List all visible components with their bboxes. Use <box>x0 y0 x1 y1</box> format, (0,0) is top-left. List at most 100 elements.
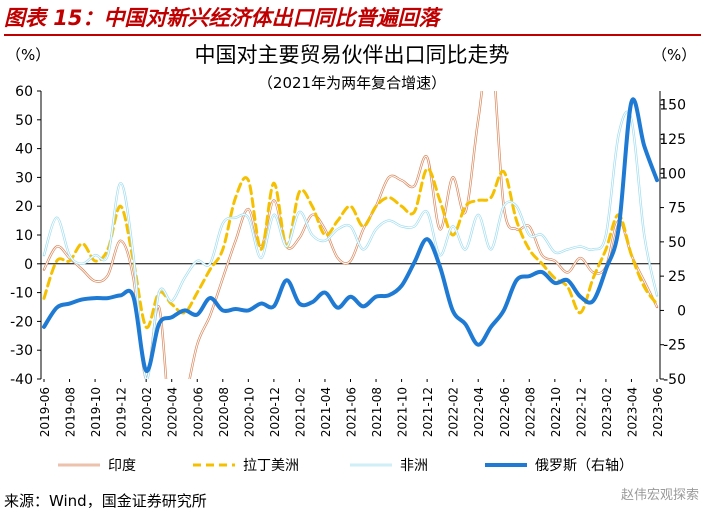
data-point <box>375 296 376 297</box>
x-tick-label: 2022-02 <box>447 387 461 437</box>
x-tick-label: 2023-04 <box>625 387 639 437</box>
data-point <box>235 240 236 241</box>
data-point <box>273 200 274 201</box>
right-tick-label: 125 <box>659 132 686 148</box>
data-point <box>56 307 57 308</box>
chart-title: 中国对主要贸易伙伴出口同比走势 <box>195 43 510 67</box>
data-point <box>452 177 453 178</box>
x-tick-label: 2022-10 <box>549 387 563 437</box>
data-point <box>56 260 57 261</box>
data-point <box>618 228 619 229</box>
x-tick-label: 2020-02 <box>140 387 154 437</box>
data-point <box>184 310 185 311</box>
data-point <box>82 263 83 264</box>
data-point <box>222 278 223 279</box>
data-point <box>567 272 568 273</box>
right-tick-label: 0 <box>677 303 686 319</box>
data-point <box>465 211 466 212</box>
data-point <box>529 234 530 235</box>
right-tick-label: 75 <box>668 201 686 217</box>
left-axis-unit: （%） <box>6 46 50 64</box>
data-point <box>337 229 338 230</box>
data-point <box>324 229 325 230</box>
x-tick-label: 2022-12 <box>574 387 588 437</box>
data-point <box>171 301 172 302</box>
right-tick-label: -50 <box>663 372 686 388</box>
data-point <box>490 197 491 198</box>
data-point <box>567 280 568 281</box>
data-point <box>375 206 376 207</box>
data-point <box>644 286 645 287</box>
data-point <box>580 312 581 313</box>
x-tick-label: 2021-02 <box>293 387 307 437</box>
data-point <box>516 280 517 281</box>
right-tick-label: 150 <box>659 98 686 114</box>
data-point <box>146 370 147 371</box>
plot-area <box>42 91 659 402</box>
data-point <box>631 101 632 102</box>
data-point <box>184 401 185 402</box>
data-point <box>324 292 325 293</box>
data-point <box>388 177 389 178</box>
data-point <box>567 286 568 287</box>
data-point <box>197 260 198 261</box>
data-point <box>593 300 594 301</box>
legend-label: 俄罗斯（右轴） <box>535 458 633 474</box>
data-point <box>107 275 108 276</box>
data-point <box>248 180 249 181</box>
data-point <box>209 297 210 298</box>
data-point <box>541 263 542 264</box>
data-point <box>94 260 95 261</box>
data-point <box>324 240 325 241</box>
data-point <box>465 249 466 250</box>
data-point <box>312 234 313 235</box>
chart-subtitle: （2021年为两年复合增速） <box>258 74 446 92</box>
data-point <box>593 249 594 250</box>
data-point <box>529 226 530 227</box>
x-tick-label: 2022-08 <box>523 387 537 437</box>
data-point <box>593 272 594 273</box>
data-point <box>478 344 479 345</box>
data-point <box>414 185 415 186</box>
right-axis-unit: （%） <box>652 46 696 64</box>
data-point <box>490 326 491 327</box>
legend-item: 印度 <box>58 458 136 474</box>
data-point <box>516 229 517 230</box>
data-point <box>235 217 236 218</box>
data-point <box>465 324 466 325</box>
data-point <box>286 246 287 247</box>
data-point <box>69 303 70 304</box>
right-tick-label: 25 <box>668 269 686 285</box>
x-tick-label: 2023-02 <box>600 387 614 437</box>
data-point <box>478 214 479 215</box>
data-point <box>350 260 351 261</box>
data-point <box>158 306 159 307</box>
data-point <box>146 327 147 328</box>
x-tick-label: 2019-10 <box>89 387 103 437</box>
data-point <box>554 260 555 261</box>
data-point <box>388 220 389 221</box>
legend-item: 拉丁美洲 <box>193 458 299 474</box>
data-point <box>43 255 44 256</box>
data-point <box>337 220 338 221</box>
x-tick-label: 2022-06 <box>498 387 512 437</box>
data-point <box>69 255 70 256</box>
data-point <box>529 249 530 250</box>
data-point <box>452 310 453 311</box>
data-point <box>171 317 172 318</box>
data-point <box>605 269 606 270</box>
x-tick-label: 2020-04 <box>166 387 180 437</box>
data-point <box>414 226 415 227</box>
data-point <box>401 180 402 181</box>
x-tick-label: 2020-06 <box>191 387 205 437</box>
data-point <box>516 206 517 207</box>
data-point <box>554 278 555 279</box>
data-point <box>299 237 300 238</box>
series-2 <box>42 110 659 379</box>
legend-label: 非洲 <box>400 458 428 474</box>
data-point <box>644 234 645 235</box>
x-tick-label: 2023-06 <box>651 387 665 437</box>
data-point <box>388 295 389 296</box>
data-point <box>350 296 351 297</box>
data-point <box>56 246 57 247</box>
